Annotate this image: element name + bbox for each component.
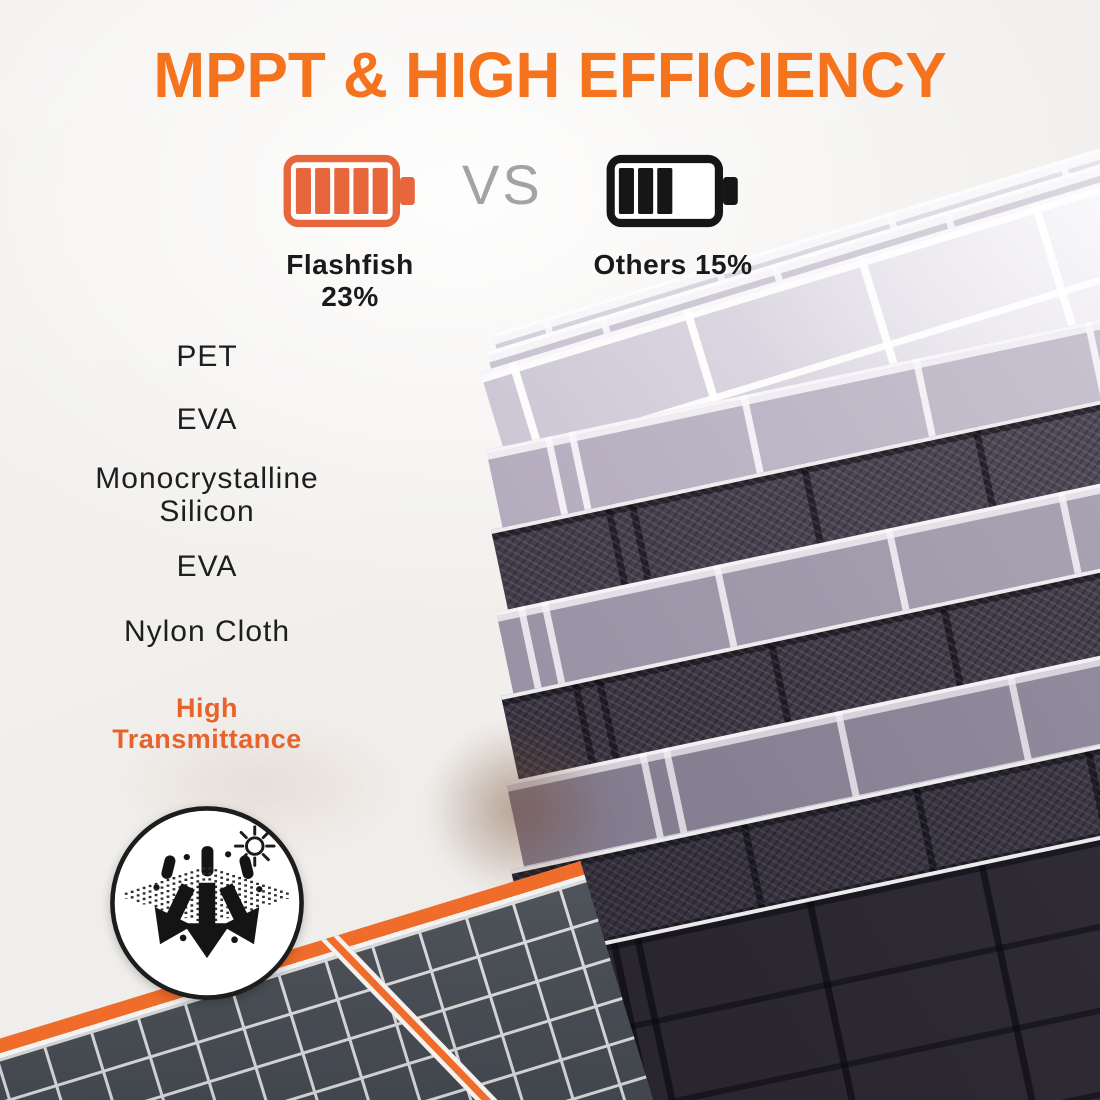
battery-full-icon <box>283 154 415 228</box>
battery-low-icon <box>606 154 738 228</box>
transmittance-icon <box>106 802 308 1004</box>
layer-label-silicon: Monocrystalline Silicon <box>95 462 319 528</box>
layer-label-pet: PET <box>176 340 238 373</box>
layer-label-eva-1: EVA <box>176 403 238 436</box>
layer-label-nylon: Nylon Cloth <box>123 615 291 648</box>
battery-bars <box>295 168 388 214</box>
page-title: MPPT & HIGH EFFICIENCY <box>153 39 947 111</box>
flashfish-label: Flashfish 23% <box>286 249 414 312</box>
high-transmittance-line1: High <box>176 693 238 723</box>
flashfish-comparison: Flashfish 23% <box>255 150 445 313</box>
high-transmittance-line2: Transmittance <box>112 724 302 754</box>
high-transmittance-label: High Transmittance <box>77 693 337 755</box>
others-label: Others 15% <box>593 249 753 280</box>
layer-label-eva-2: EVA <box>176 550 238 583</box>
others-comparison: Others 15% <box>578 150 768 281</box>
battery-bars <box>618 168 673 214</box>
vs-label: VS <box>462 153 543 216</box>
down-arrows-icon <box>154 882 260 959</box>
